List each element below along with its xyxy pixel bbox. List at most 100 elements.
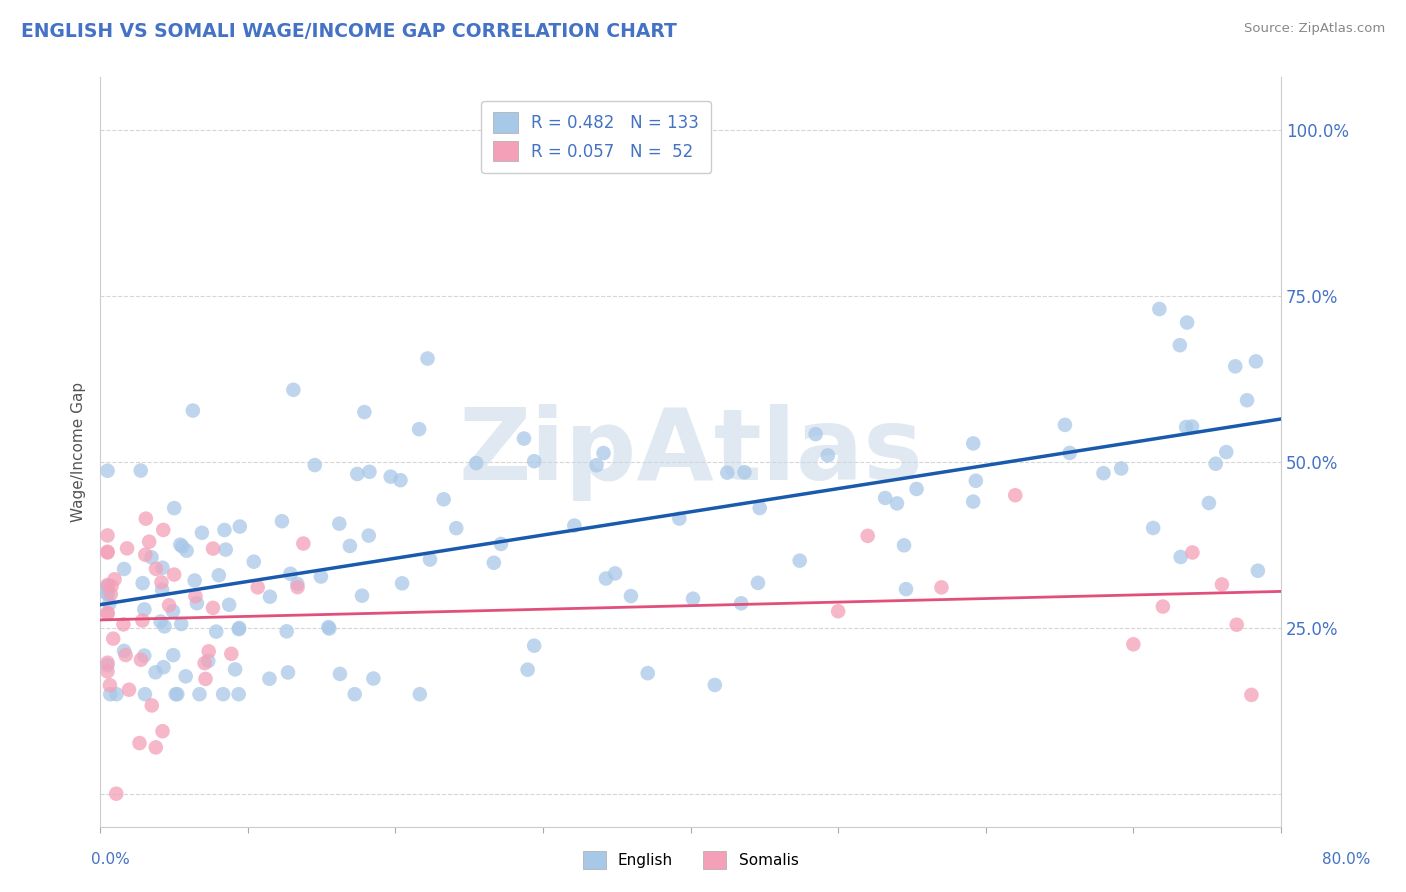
Point	[149, 615, 172, 629]
Point	[150, 582, 173, 597]
Point	[96, 544, 118, 558]
Point	[523, 454, 546, 468]
Point	[444, 521, 467, 535]
Point	[172, 540, 194, 554]
Point	[1215, 445, 1237, 459]
Point	[1181, 545, 1204, 559]
Point	[318, 622, 340, 636]
Point	[96, 606, 118, 620]
Point	[229, 519, 252, 533]
Point	[202, 541, 225, 556]
Y-axis label: Wage/Income Gap: Wage/Income Gap	[72, 382, 86, 522]
Point	[703, 678, 725, 692]
Point	[931, 581, 953, 595]
Point	[218, 598, 240, 612]
Point	[141, 698, 163, 713]
Text: ENGLISH VS SOMALI WAGE/INCOME GAP CORRELATION CHART: ENGLISH VS SOMALI WAGE/INCOME GAP CORREL…	[21, 22, 676, 41]
Point	[1247, 564, 1270, 578]
Point	[389, 473, 412, 487]
Point	[96, 581, 118, 595]
Point	[620, 589, 643, 603]
Point	[228, 621, 250, 635]
Point	[1059, 446, 1081, 460]
Legend: R = 0.482   N = 133, R = 0.057   N =  52: R = 0.482 N = 133, R = 0.057 N = 52	[481, 101, 711, 173]
Point	[408, 422, 430, 436]
Point	[350, 589, 373, 603]
Point	[100, 587, 122, 601]
Point	[893, 538, 915, 552]
Point	[174, 669, 197, 683]
Text: Source: ZipAtlas.com: Source: ZipAtlas.com	[1244, 22, 1385, 36]
Point	[346, 467, 368, 481]
Point	[1109, 461, 1132, 475]
Point	[380, 469, 402, 483]
Point	[363, 672, 385, 686]
Point	[1053, 417, 1076, 432]
Point	[194, 672, 217, 686]
Point	[96, 464, 118, 478]
Point	[228, 622, 250, 636]
Point	[96, 656, 118, 670]
Point	[1205, 457, 1227, 471]
Point	[112, 617, 135, 632]
Point	[98, 597, 121, 611]
Point	[804, 427, 827, 442]
Point	[184, 589, 207, 603]
Point	[965, 474, 987, 488]
Point	[339, 539, 361, 553]
Point	[1168, 338, 1191, 352]
Point	[98, 687, 121, 701]
Point	[328, 516, 350, 531]
Point	[277, 665, 299, 680]
Point	[894, 582, 917, 596]
Point	[285, 577, 308, 591]
Point	[1236, 393, 1258, 408]
Point	[1004, 488, 1026, 502]
Point	[243, 555, 266, 569]
Point	[153, 619, 176, 633]
Point	[905, 482, 928, 496]
Point	[875, 491, 897, 505]
Point	[1142, 521, 1164, 535]
Point	[197, 644, 219, 658]
Point	[318, 620, 340, 634]
Point	[103, 572, 125, 586]
Point	[134, 687, 156, 701]
Point	[1211, 577, 1233, 591]
Point	[259, 590, 281, 604]
Point	[163, 501, 186, 516]
Point	[287, 580, 309, 594]
Point	[271, 514, 294, 528]
Point	[145, 665, 167, 680]
Point	[1122, 637, 1144, 651]
Point	[166, 687, 188, 701]
Point	[105, 787, 128, 801]
Point	[1226, 617, 1249, 632]
Point	[194, 656, 217, 670]
Point	[748, 500, 770, 515]
Point	[162, 604, 184, 618]
Point	[716, 466, 738, 480]
Point	[1181, 419, 1204, 434]
Point	[283, 383, 305, 397]
Point	[183, 574, 205, 588]
Point	[145, 740, 167, 755]
Point	[152, 560, 174, 574]
Point	[96, 607, 118, 621]
Point	[100, 579, 122, 593]
Point	[595, 572, 617, 586]
Point	[214, 523, 236, 537]
Point	[353, 405, 375, 419]
Point	[197, 654, 219, 668]
Point	[96, 545, 118, 559]
Text: 80.0%: 80.0%	[1323, 852, 1371, 867]
Point	[592, 446, 614, 460]
Point	[1175, 316, 1198, 330]
Point	[157, 599, 180, 613]
Point	[562, 518, 585, 533]
Point	[165, 687, 187, 701]
Point	[163, 567, 186, 582]
Point	[169, 538, 191, 552]
Point	[131, 614, 153, 628]
Point	[1149, 301, 1171, 316]
